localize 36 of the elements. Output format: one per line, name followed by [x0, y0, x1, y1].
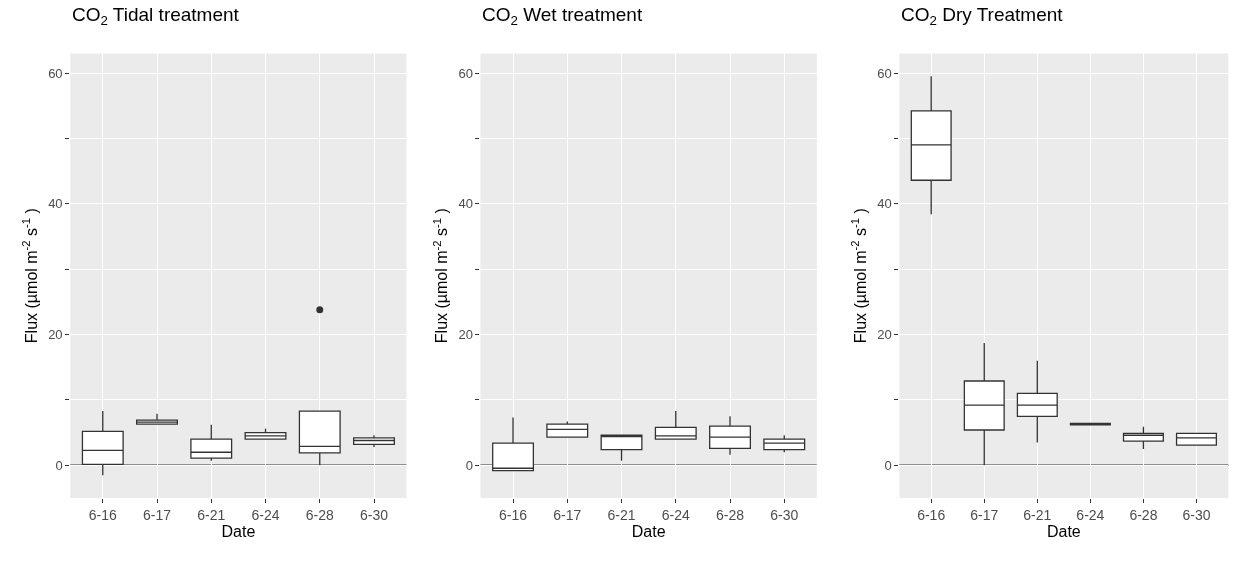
- x-axis-title: Date: [1046, 522, 1081, 540]
- y-tick-label: 20: [877, 327, 892, 343]
- x-tick-label: 6-24: [251, 506, 280, 523]
- x-tick-label: 6-17: [553, 506, 582, 523]
- y-tick-label: 20: [48, 327, 63, 343]
- y-tick-label: 60: [48, 65, 63, 81]
- y-tick-label: 0: [55, 457, 63, 473]
- x-tick-label: 6-30: [1182, 506, 1211, 523]
- x-tick-label: 6-28: [1129, 506, 1158, 523]
- chart-title: CO$_{2}$ Tidal treatment: [72, 4, 240, 28]
- x-tick-label: 6-28: [716, 506, 745, 523]
- y-tick-label: 40: [877, 196, 892, 212]
- chart-title: CO$_{2}$ Wet treatment: [482, 4, 643, 28]
- x-tick-label: 6-21: [197, 506, 226, 523]
- x-tick-label: 6-16: [917, 506, 946, 523]
- y-tick-label: 20: [458, 327, 473, 343]
- x-tick-label: 6-21: [607, 506, 636, 523]
- y-tick-label: 40: [48, 196, 63, 212]
- x-axis-title: Date: [221, 522, 256, 540]
- chart-title: CO$_{2}$ Dry Treatment: [901, 4, 1064, 28]
- x-tick-label: 6-16: [499, 506, 528, 523]
- y-tick-label: 60: [877, 65, 892, 81]
- x-tick-label: 6-17: [143, 506, 172, 523]
- x-tick-label: 6-30: [770, 506, 799, 523]
- x-tick-label: 6-24: [1076, 506, 1105, 523]
- y-tick-label: 0: [884, 457, 892, 473]
- y-tick-label: 60: [458, 65, 473, 81]
- y-tick-label: 0: [465, 457, 473, 473]
- x-tick-label: 6-21: [1023, 506, 1052, 523]
- x-tick-label: 6-30: [360, 506, 389, 523]
- y-tick-label: 40: [458, 196, 473, 212]
- x-tick-label: 6-28: [305, 506, 334, 523]
- x-tick-label: 6-16: [88, 506, 117, 523]
- x-tick-label: 6-24: [661, 506, 690, 523]
- x-tick-label: 6-17: [970, 506, 999, 523]
- x-axis-title: Date: [631, 522, 666, 540]
